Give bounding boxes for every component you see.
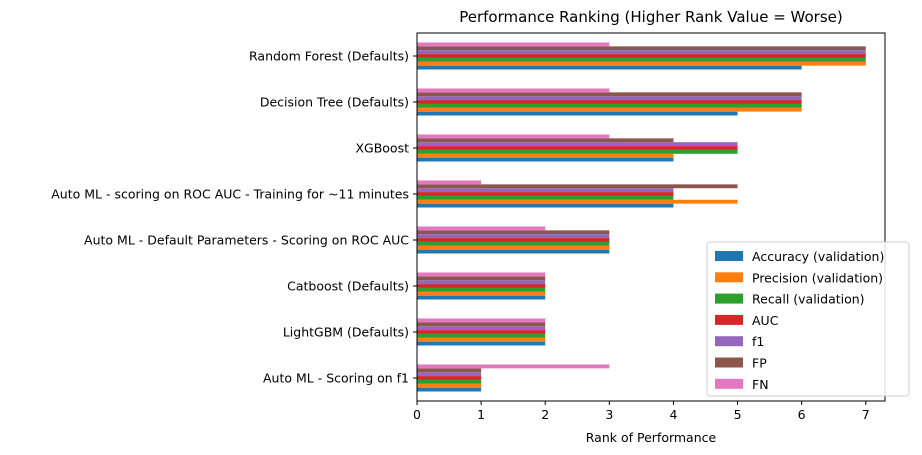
legend-label: AUC — [752, 313, 779, 328]
bar-f1-6 — [417, 96, 802, 101]
bar-fp-1 — [417, 322, 546, 327]
bar-accuracy-validation-7 — [417, 65, 802, 70]
y-tick-label: Decision Tree (Defaults) — [260, 95, 409, 110]
bar-recall-validation-6 — [417, 103, 802, 108]
bar-precision-validation-1 — [417, 337, 546, 342]
bar-precision-validation-5 — [417, 153, 674, 158]
legend-label: Accuracy (validation) — [752, 249, 884, 264]
bar-fn-5 — [417, 134, 610, 139]
legend-swatch — [715, 357, 743, 368]
bar-auc-6 — [417, 100, 802, 104]
legend-swatch — [715, 293, 743, 304]
bar-precision-validation-4 — [417, 199, 738, 204]
bar-accuracy-validation-6 — [417, 111, 738, 116]
bar-precision-validation-2 — [417, 291, 546, 296]
bar-fn-0 — [417, 364, 610, 369]
bar-auc-3 — [417, 238, 610, 242]
legend-label: FP — [752, 356, 767, 371]
x-tick-label: 7 — [862, 407, 870, 422]
bar-fp-0 — [417, 368, 482, 373]
bar-fp-5 — [417, 138, 674, 143]
bar-precision-validation-6 — [417, 107, 802, 112]
bar-recall-validation-5 — [417, 149, 738, 154]
bar-auc-5 — [417, 146, 738, 150]
bar-precision-validation-0 — [417, 383, 482, 388]
bar-recall-validation-3 — [417, 241, 610, 246]
legend-swatch — [715, 378, 743, 389]
bar-accuracy-validation-2 — [417, 295, 546, 300]
bars-group — [417, 42, 866, 392]
bar-fp-4 — [417, 184, 738, 189]
bar-recall-validation-4 — [417, 195, 674, 200]
legend-label: Precision (validation) — [752, 270, 883, 285]
legend-swatch — [715, 251, 743, 261]
x-tick-label: 4 — [669, 407, 677, 422]
bar-f1-2 — [417, 280, 546, 285]
legend: Accuracy (validation) Precision (validati… — [706, 241, 910, 397]
bar-fp-6 — [417, 92, 802, 97]
bar-accuracy-validation-5 — [417, 157, 674, 162]
bar-fn-1 — [417, 318, 546, 323]
legend-frame — [706, 241, 910, 397]
legend-swatch — [715, 336, 743, 347]
y-tick-label: Auto ML - Default Parameters - Scoring o… — [84, 233, 409, 248]
bar-fn-4 — [417, 180, 482, 185]
legend-swatch — [715, 314, 743, 325]
bar-auc-7 — [417, 54, 866, 58]
x-tick-label: 5 — [734, 407, 742, 422]
bar-precision-validation-3 — [417, 245, 610, 250]
bar-recall-validation-2 — [417, 287, 546, 292]
bar-f1-4 — [417, 188, 674, 193]
legend-label: Recall (validation) — [752, 292, 865, 307]
legend-label: f1 — [752, 334, 764, 349]
legend-label: FN — [752, 377, 769, 392]
bar-auc-2 — [417, 284, 546, 288]
x-tick-label: 6 — [798, 407, 806, 422]
bar-f1-3 — [417, 234, 610, 239]
bar-recall-validation-1 — [417, 333, 546, 338]
bar-accuracy-validation-3 — [417, 249, 610, 254]
chart-title: Performance Ranking (Higher Rank Value =… — [459, 8, 843, 26]
bar-f1-5 — [417, 142, 738, 147]
y-tick-label: XGBoost — [355, 141, 409, 156]
bar-precision-validation-7 — [417, 61, 866, 66]
bar-f1-0 — [417, 372, 482, 377]
bar-auc-4 — [417, 192, 674, 196]
y-axis-ticks: Auto ML - Scoring on f1 LightGBM (Default… — [51, 49, 417, 386]
x-axis-label: Rank of Performance — [586, 430, 717, 445]
x-tick-label: 1 — [477, 407, 485, 422]
bar-accuracy-validation-0 — [417, 387, 482, 392]
bar-fp-3 — [417, 230, 610, 235]
bar-fn-2 — [417, 272, 546, 277]
x-tick-label: 2 — [541, 407, 549, 422]
y-tick-label: LightGBM (Defaults) — [283, 325, 409, 340]
x-tick-label: 3 — [605, 407, 613, 422]
y-tick-label: Auto ML - Scoring on f1 — [263, 371, 409, 386]
bar-f1-1 — [417, 326, 546, 331]
bar-fn-3 — [417, 226, 546, 231]
bar-auc-1 — [417, 330, 546, 334]
bar-auc-0 — [417, 376, 482, 380]
x-tick-label: 0 — [413, 407, 421, 422]
bar-fn-7 — [417, 42, 610, 47]
bar-fp-2 — [417, 276, 546, 281]
y-tick-label: Random Forest (Defaults) — [249, 49, 409, 64]
bar-accuracy-validation-1 — [417, 341, 546, 346]
bar-fp-7 — [417, 46, 866, 51]
bar-recall-validation-0 — [417, 379, 482, 384]
plot-frame — [416, 32, 886, 402]
bar-f1-7 — [417, 50, 866, 55]
bar-recall-validation-7 — [417, 57, 866, 62]
x-axis-ticks: 0 1 2 3 4 5 6 7 — [413, 401, 870, 422]
bar-fn-6 — [417, 88, 610, 93]
legend-swatch — [715, 272, 743, 283]
y-tick-label: Catboost (Defaults) — [287, 279, 409, 294]
bar-accuracy-validation-4 — [417, 203, 674, 208]
y-tick-label: Auto ML - scoring on ROC AUC - Training … — [51, 187, 409, 202]
